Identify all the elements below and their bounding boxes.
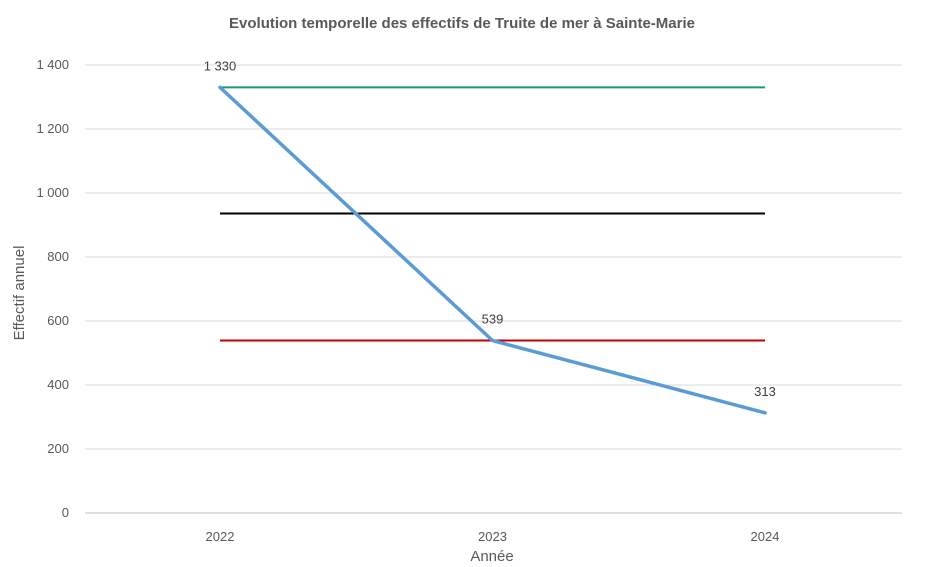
y-tick-label: 1 000 [36,185,69,200]
gridlines [85,64,902,514]
data-point [218,85,222,89]
data-label: 313 [754,384,776,399]
x-tick-label: 2022 [206,529,235,544]
y-tick-label: 600 [47,313,69,328]
y-tick-label: 200 [47,441,69,456]
data-label: 1 330 [204,58,237,73]
series-layer [218,85,767,415]
data-labels: 1 330 539 313 [204,58,776,398]
x-tick-label: 2023 [478,529,507,544]
y-tick-label: 1 200 [36,121,69,136]
y-tick-label: 800 [47,249,69,264]
y-tick-label: 0 [62,505,69,520]
y-axis-ticks: 0 200 400 600 800 1 000 1 200 1 400 [36,57,69,520]
x-tick-label: 2024 [751,529,780,544]
y-axis-label: Effectif annuel [11,246,28,341]
data-label: 539 [482,312,504,327]
data-point [491,339,494,343]
x-axis-label: Année [470,548,513,565]
y-tick-label: 1 400 [36,57,69,72]
series-line [218,85,767,415]
x-axis-ticks: 2022 2023 2024 [206,529,780,544]
chart-title: Evolution temporelle des effectifs de Tr… [229,15,695,32]
reference-lines [220,86,765,342]
data-point [763,411,767,415]
y-tick-label: 400 [47,377,69,392]
